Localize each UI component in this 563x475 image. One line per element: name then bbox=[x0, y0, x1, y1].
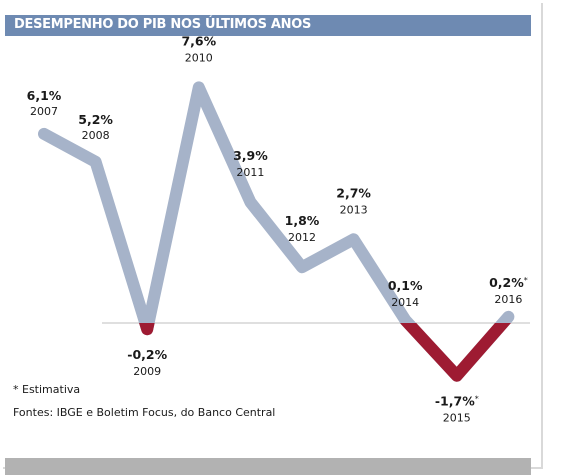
estimate-marker: * bbox=[524, 276, 528, 285]
value-label: 0,1% bbox=[388, 278, 423, 293]
year-label: 2012 bbox=[288, 231, 316, 244]
value-label: -0,2% bbox=[127, 347, 167, 362]
chart-title: DESEMPENHO DO PIB NOS ÚLTIMOS ANOS bbox=[14, 17, 312, 32]
value-label: 0,2%* bbox=[489, 275, 528, 290]
year-label: 2013 bbox=[340, 203, 368, 216]
year-label: 2015 bbox=[443, 412, 471, 425]
year-label: 2007 bbox=[30, 105, 58, 118]
year-label: 2008 bbox=[82, 129, 110, 142]
gdp-line-negative bbox=[139, 323, 511, 382]
chart-notes: * Estimativa Fontes: IBGE e Boletim Focu… bbox=[13, 378, 275, 424]
value-label: 3,9% bbox=[233, 148, 268, 163]
value-label: 1,8% bbox=[285, 213, 320, 228]
gdp-line bbox=[38, 81, 515, 382]
value-label: 7,6% bbox=[181, 33, 216, 48]
year-label: 2011 bbox=[236, 166, 264, 179]
footnote: * Estimativa bbox=[13, 383, 81, 396]
value-label: 5,2% bbox=[78, 112, 113, 127]
value-label: 2,7% bbox=[336, 185, 371, 200]
value-label: 6,1% bbox=[27, 88, 62, 103]
year-label: 2009 bbox=[133, 365, 161, 378]
estimate-marker: * bbox=[475, 395, 479, 404]
title-bar: DESEMPENHO DO PIB NOS ÚLTIMOS ANOS bbox=[5, 15, 531, 36]
value-label: -1,7%* bbox=[435, 394, 479, 409]
bottom-bar bbox=[5, 458, 531, 475]
year-label: 2016 bbox=[494, 293, 522, 306]
source-note: Fontes: IBGE e Boletim Focus, do Banco C… bbox=[13, 406, 276, 419]
year-label: 2010 bbox=[185, 51, 213, 64]
year-label: 2014 bbox=[391, 296, 419, 309]
